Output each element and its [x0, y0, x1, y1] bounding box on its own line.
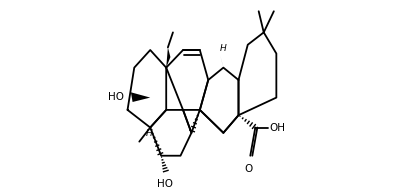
- Text: HO: HO: [108, 92, 124, 102]
- Polygon shape: [166, 47, 170, 68]
- Text: O: O: [244, 164, 253, 174]
- Text: HO: HO: [156, 179, 172, 189]
- Polygon shape: [131, 92, 150, 102]
- Text: OH: OH: [269, 122, 286, 132]
- Text: H: H: [220, 44, 227, 53]
- Polygon shape: [220, 54, 223, 68]
- Text: H: H: [146, 129, 153, 138]
